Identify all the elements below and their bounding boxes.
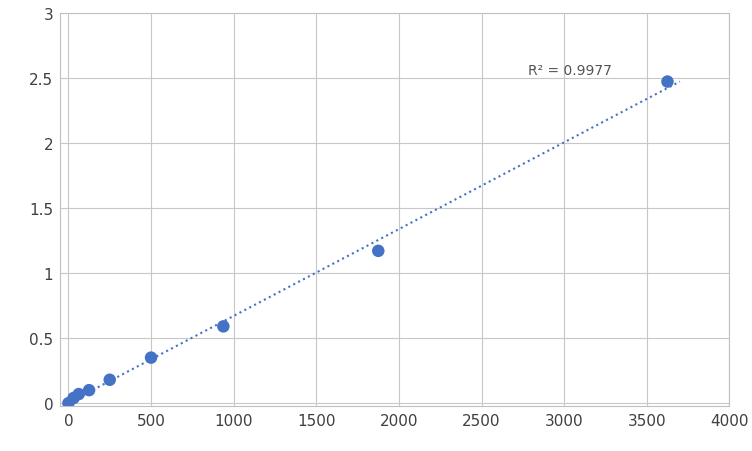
Point xyxy=(83,387,95,394)
Text: R² = 0.9977: R² = 0.9977 xyxy=(528,64,611,78)
Point xyxy=(372,248,384,255)
Point xyxy=(662,79,674,86)
Point xyxy=(68,395,80,402)
Point xyxy=(62,400,74,407)
Point xyxy=(145,354,157,361)
Point xyxy=(73,391,85,398)
Point xyxy=(104,376,116,383)
Point xyxy=(217,323,229,330)
